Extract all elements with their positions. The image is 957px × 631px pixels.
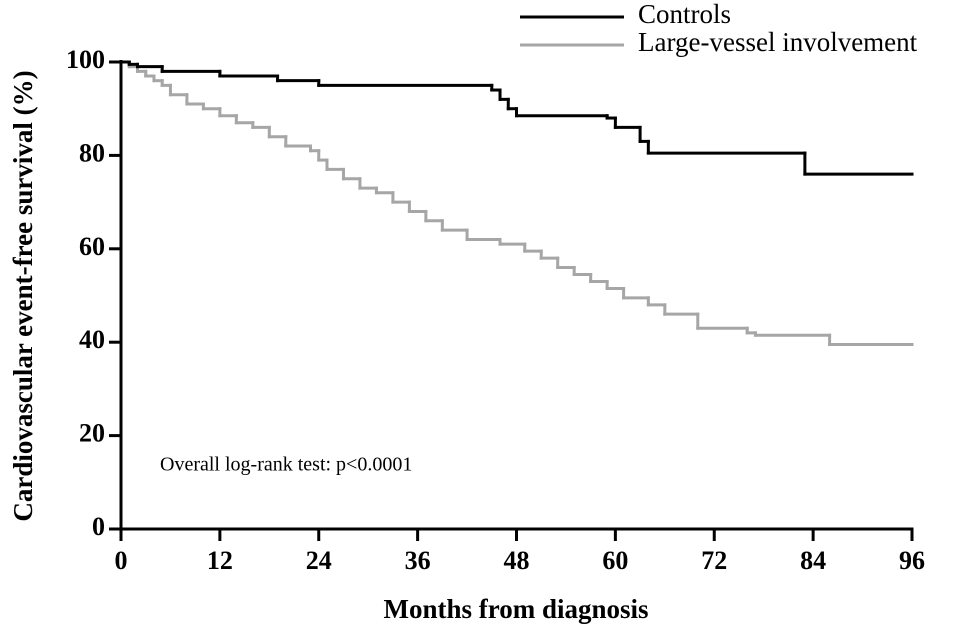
x-tick-label: 96 — [899, 546, 925, 575]
x-tick-label: 48 — [504, 546, 530, 575]
y-tick-label: 20 — [79, 419, 105, 448]
x-tick-label: 12 — [207, 546, 233, 575]
y-tick-label: 80 — [79, 138, 105, 167]
legend-label: Large-vessel involvement — [638, 27, 918, 57]
y-tick-label: 40 — [79, 325, 105, 354]
x-tick-label: 0 — [115, 546, 128, 575]
y-tick-label: 60 — [79, 232, 105, 261]
x-tick-label: 72 — [701, 546, 727, 575]
annotation: Overall log-rank test: p<0.0001 — [160, 454, 412, 476]
x-axis-title: Months from diagnosis — [383, 594, 648, 624]
x-tick-label: 36 — [405, 546, 431, 575]
y-tick-label: 0 — [92, 512, 105, 541]
y-axis-title: Cardiovascular event-free survival (%) — [8, 70, 38, 521]
x-tick-label: 24 — [306, 546, 332, 575]
legend-label: Controls — [638, 0, 731, 29]
y-tick-label: 100 — [66, 45, 105, 74]
x-tick-label: 84 — [800, 546, 826, 575]
x-tick-label: 60 — [602, 546, 628, 575]
